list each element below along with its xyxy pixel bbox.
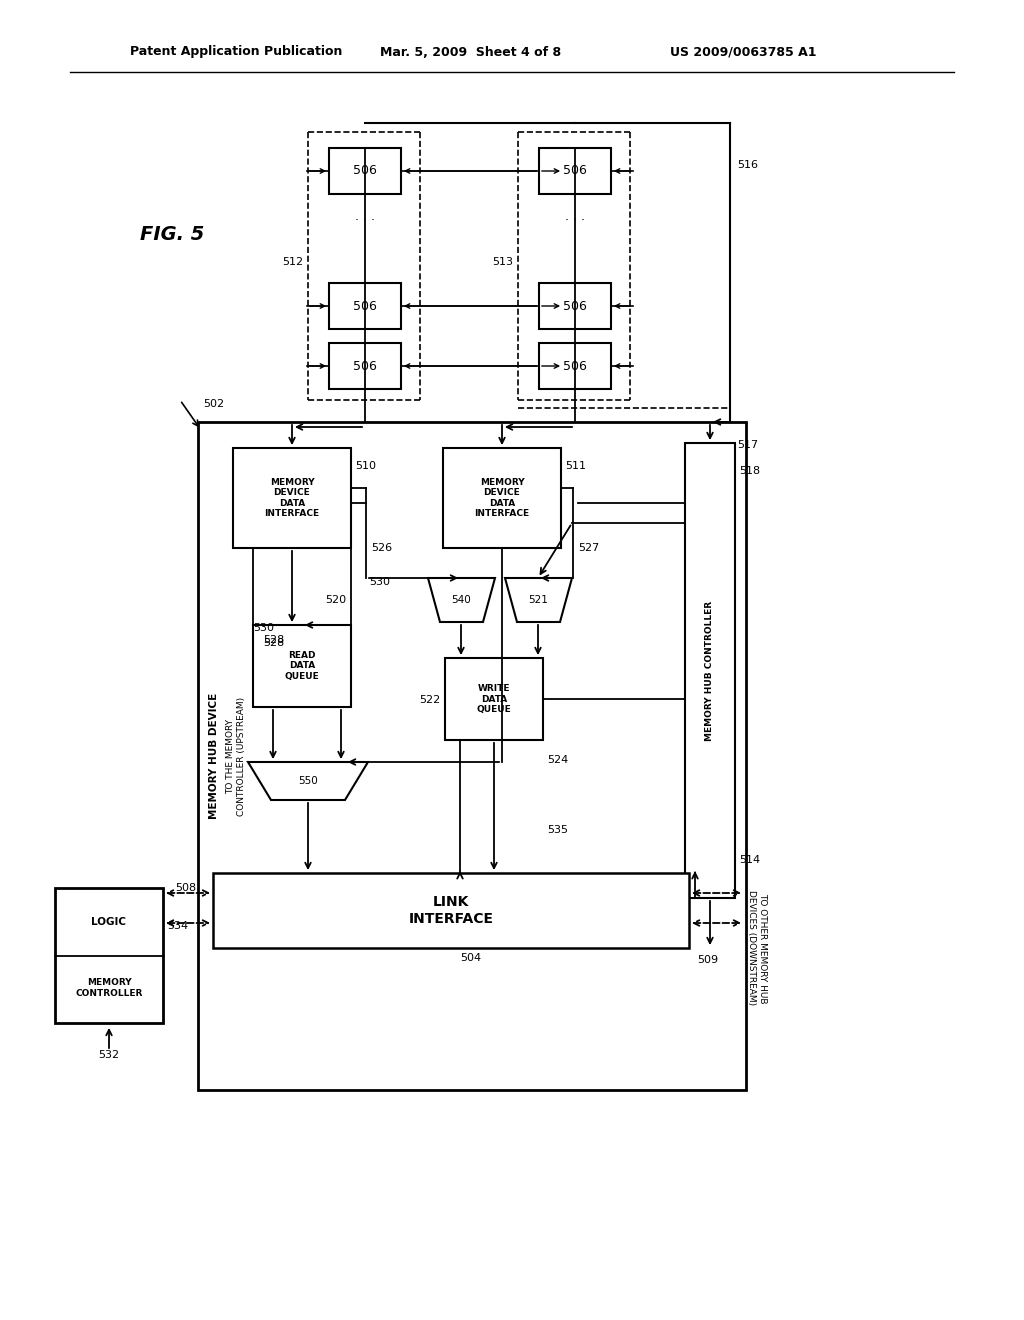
Text: 506: 506 [563, 359, 587, 372]
Text: FIG. 5: FIG. 5 [140, 226, 204, 244]
Text: 512: 512 [282, 257, 303, 267]
Bar [539, 148, 611, 194]
Text: 506: 506 [353, 300, 377, 313]
Text: 524: 524 [547, 755, 568, 766]
Text: 522: 522 [419, 696, 440, 705]
Text: 508: 508 [175, 883, 197, 894]
Text: 502: 502 [203, 399, 224, 409]
Bar [233, 447, 351, 548]
Bar [443, 447, 561, 548]
Text: 510: 510 [355, 461, 376, 471]
Text: MEMORY
DEVICE
DATA
INTERFACE: MEMORY DEVICE DATA INTERFACE [474, 478, 529, 519]
Bar [539, 343, 611, 389]
Text: 518: 518 [739, 466, 760, 477]
Text: READ
DATA
QUEUE: READ DATA QUEUE [285, 651, 319, 681]
Bar [445, 657, 543, 741]
Text: 514: 514 [739, 855, 760, 865]
Bar [55, 888, 163, 1023]
Text: · · ·: · · · [565, 214, 585, 227]
Text: 528: 528 [263, 638, 285, 648]
Text: 506: 506 [563, 165, 587, 177]
Text: 509: 509 [697, 954, 718, 965]
Text: 540: 540 [452, 595, 471, 605]
Polygon shape [428, 578, 495, 622]
Bar [329, 343, 401, 389]
Text: 517: 517 [737, 440, 758, 450]
Bar [685, 444, 735, 898]
Text: 530: 530 [253, 623, 274, 634]
Text: TO THE MEMORY
CONTROLLER (UPSTREAM): TO THE MEMORY CONTROLLER (UPSTREAM) [226, 697, 246, 816]
Text: 506: 506 [353, 165, 377, 177]
Text: 528: 528 [263, 635, 285, 645]
Text: 516: 516 [737, 160, 758, 170]
Polygon shape [505, 578, 572, 622]
Text: 527: 527 [578, 543, 599, 553]
Text: 550: 550 [298, 776, 317, 785]
Text: LOGIC: LOGIC [91, 917, 127, 927]
Text: MEMORY HUB CONTROLLER: MEMORY HUB CONTROLLER [706, 601, 715, 741]
Text: 511: 511 [565, 461, 586, 471]
Text: 506: 506 [353, 359, 377, 372]
Text: US 2009/0063785 A1: US 2009/0063785 A1 [670, 45, 816, 58]
Bar [253, 624, 351, 708]
Polygon shape [248, 762, 368, 800]
Text: LINK
INTERFACE: LINK INTERFACE [409, 895, 494, 925]
Bar [329, 282, 401, 329]
Bar [539, 282, 611, 329]
Text: 506: 506 [563, 300, 587, 313]
Text: Mar. 5, 2009  Sheet 4 of 8: Mar. 5, 2009 Sheet 4 of 8 [380, 45, 561, 58]
Bar [198, 422, 746, 1090]
Bar [213, 873, 689, 948]
Text: 520: 520 [325, 595, 346, 605]
Text: MEMORY
CONTROLLER: MEMORY CONTROLLER [76, 978, 142, 998]
Text: 504: 504 [461, 953, 481, 964]
Text: Patent Application Publication: Patent Application Publication [130, 45, 342, 58]
Text: WRITE
DATA
QUEUE: WRITE DATA QUEUE [476, 684, 511, 714]
Text: 532: 532 [98, 1049, 120, 1060]
Text: MEMORY
DEVICE
DATA
INTERFACE: MEMORY DEVICE DATA INTERFACE [264, 478, 319, 519]
Text: 526: 526 [371, 543, 392, 553]
Text: TO OTHER MEMORY HUB
DEVICES (DOWNSTREAM): TO OTHER MEMORY HUB DEVICES (DOWNSTREAM) [748, 891, 767, 1006]
Text: 535: 535 [547, 825, 568, 836]
Text: 534: 534 [167, 921, 188, 931]
Text: 521: 521 [528, 595, 548, 605]
Text: · · ·: · · · [355, 214, 375, 227]
Text: MEMORY HUB DEVICE: MEMORY HUB DEVICE [209, 693, 219, 820]
Text: 530: 530 [369, 577, 390, 587]
Bar [329, 148, 401, 194]
Text: 513: 513 [492, 257, 513, 267]
